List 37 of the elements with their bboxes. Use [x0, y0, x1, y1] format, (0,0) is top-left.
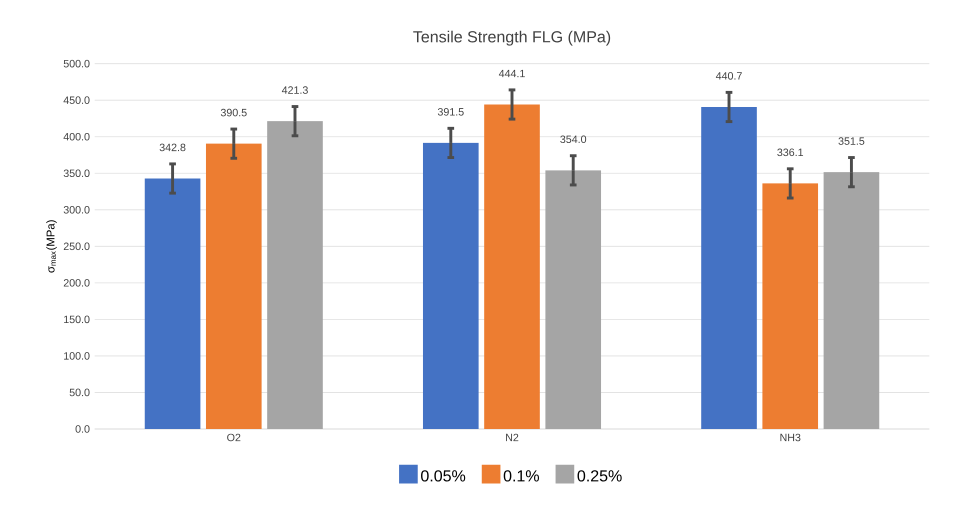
data-label: 336.1 [777, 148, 804, 156]
legend-label: 0.1% [504, 470, 539, 482]
x-tick-label: N2 [506, 434, 518, 442]
bar [422, 142, 479, 429]
y-tick-label: 500.0 [64, 60, 90, 68]
data-label: 440.7 [716, 72, 742, 80]
data-label: 421.3 [282, 86, 308, 94]
y-tick-label: 100.0 [64, 352, 90, 360]
chart-title: Tensile Strength FLG (MPa) [413, 30, 610, 46]
data-label: 444.1 [498, 70, 525, 78]
bar [484, 104, 540, 429]
y-tick-label: 300.0 [64, 206, 90, 214]
bar [824, 172, 880, 429]
data-label: 351.5 [838, 137, 864, 145]
x-tick-label: NH3 [780, 434, 800, 442]
data-label: 354.0 [560, 135, 586, 144]
bar [267, 121, 323, 429]
legend-label: 0.25% [578, 470, 622, 482]
y-tick-label: 200.0 [64, 279, 90, 287]
y-tick-label: 50.0 [70, 388, 90, 396]
bar [206, 144, 262, 429]
bar [144, 178, 200, 429]
bar [545, 170, 602, 429]
x-tick-label: O2 [227, 434, 240, 442]
y-axis-title: σ$_{max}$(MPa) [46, 220, 57, 273]
y-tick-label: 450.0 [64, 96, 90, 104]
y-tick-label: 250.0 [64, 242, 90, 250]
y-tick-label: 350.0 [64, 169, 90, 178]
data-label: 390.5 [220, 108, 247, 116]
data-label: 342.8 [160, 144, 186, 152]
y-tick-label: 0.0 [76, 425, 90, 433]
y-tick-label: 400.0 [64, 132, 90, 141]
y-tick-label: 150.0 [64, 316, 90, 324]
legend-label: 0.05% [421, 470, 466, 482]
bar [762, 183, 818, 429]
bar [701, 106, 757, 429]
data-label: 391.5 [438, 108, 464, 116]
